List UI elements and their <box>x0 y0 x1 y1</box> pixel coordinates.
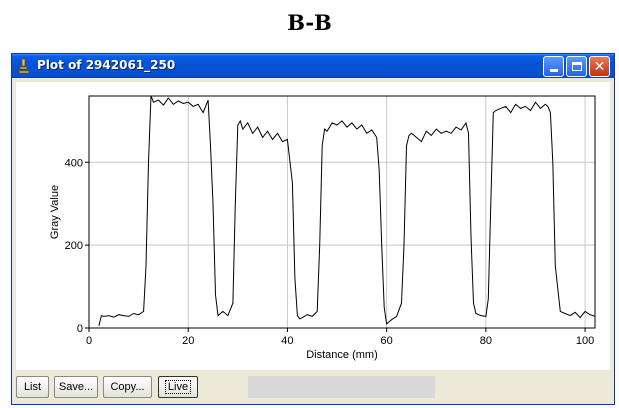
close-icon: ✕ <box>593 58 606 75</box>
x-tick-label: 0 <box>86 335 92 347</box>
plot-frame <box>88 95 596 329</box>
grid <box>89 96 595 328</box>
plot-panel: 0 20 40 60 80 100 0 200 400 Distance (mm) Gray V… <box>16 82 610 370</box>
x-tick-label: 40 <box>281 335 293 347</box>
maximize-icon <box>571 62 582 71</box>
window-title: Plot of 2942061_250 <box>37 58 176 72</box>
close-button[interactable]: ✕ <box>589 56 610 77</box>
axis-ticks: 0 20 40 60 80 100 0 200 400 <box>65 157 595 347</box>
profile-line <box>98 95 596 327</box>
live-button[interactable]: Live <box>158 376 198 398</box>
x-tick-label: 80 <box>480 335 492 347</box>
series-layer <box>98 95 596 327</box>
minimize-icon <box>549 69 558 72</box>
save-button-label: Save... <box>58 381 94 393</box>
y-tick-label: 400 <box>65 157 83 169</box>
save-button[interactable]: Save... <box>54 376 98 398</box>
microscope-icon <box>18 58 30 74</box>
status-bar <box>248 376 435 398</box>
x-tick-label: 20 <box>182 335 194 347</box>
figure-caption: B-B <box>287 10 332 35</box>
x-tick-label: 60 <box>381 335 393 347</box>
live-button-label: Live <box>164 380 192 394</box>
minimize-button[interactable] <box>543 56 564 77</box>
profile-chart: 0 20 40 60 80 100 0 200 400 Distance (mm) Gray V… <box>49 95 596 361</box>
plot-window: Plot of 2942061_250 ✕ 0 20 40 60 80 100 0 200 40… <box>11 53 615 405</box>
y-tick-label: 200 <box>65 240 83 252</box>
list-button-label: List <box>23 381 42 393</box>
list-button[interactable]: List <box>16 376 49 398</box>
copy-button-label: Copy... <box>110 381 145 393</box>
x-axis-label: Distance (mm) <box>306 349 378 361</box>
y-tick-label: 0 <box>77 323 83 335</box>
y-axis-label: Gray Value <box>49 185 61 239</box>
title-bar[interactable]: Plot of 2942061_250 ✕ <box>12 54 614 78</box>
copy-button[interactable]: Copy... <box>103 376 152 398</box>
x-tick-label: 100 <box>576 335 594 347</box>
maximize-button[interactable] <box>566 56 587 77</box>
